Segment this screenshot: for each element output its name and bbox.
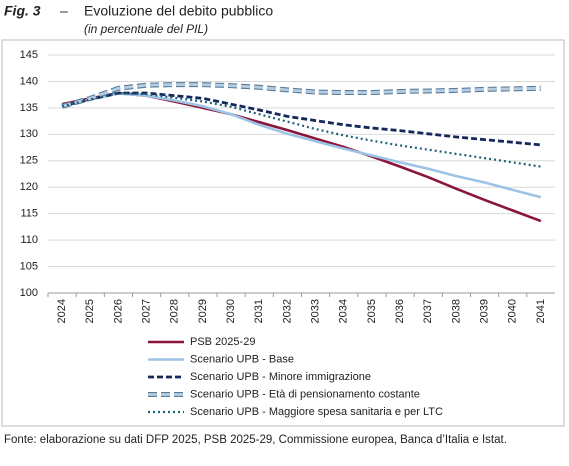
y-tick-label: 115	[20, 208, 38, 220]
x-tick-label: 2041	[535, 299, 547, 323]
x-tick-label: 2024	[56, 299, 68, 323]
y-tick-label: 110	[20, 234, 38, 246]
y-tick-label: 145	[20, 49, 38, 61]
source-note: Fonte: elaborazione su dati DFP 2025, PS…	[4, 434, 507, 446]
series-line-inner	[61, 83, 541, 108]
y-tick-label: 135	[20, 102, 38, 114]
chart-title: Evoluzione del debito pubblico	[84, 3, 273, 19]
x-tick-label: 2028	[169, 299, 181, 323]
series-line	[61, 92, 542, 199]
series-line	[61, 91, 542, 168]
x-tick-label: 2031	[253, 299, 265, 323]
y-tick-label: 100	[20, 287, 38, 299]
legend-label: Scenario UPB - Base	[190, 353, 294, 365]
legend-label: Scenario UPB - Maggiore spesa sanitaria …	[190, 406, 443, 418]
x-tick-label: 2029	[197, 299, 209, 323]
y-tick-label: 140	[20, 75, 38, 87]
x-tick-label: 2034	[338, 299, 350, 323]
separator: –	[60, 3, 68, 19]
x-tick-label: 2036	[394, 299, 406, 323]
x-tick-label: 2032	[281, 299, 293, 323]
x-tick-label: 2025	[84, 299, 96, 323]
series-line	[61, 91, 542, 223]
x-tick-label: 2026	[112, 299, 124, 323]
x-tick-label: 2037	[422, 299, 434, 323]
x-tick-label: 2040	[507, 299, 519, 323]
x-tick-label: 2038	[450, 299, 462, 323]
x-tick-label: 2035	[366, 299, 378, 323]
legend-label: Scenario UPB - Minore immigrazione	[190, 371, 371, 383]
legend-label: PSB 2025-29	[190, 336, 255, 348]
figure-label: Fig. 3	[4, 3, 41, 19]
x-tick-label: 2030	[225, 299, 237, 323]
y-tick-label: 120	[20, 181, 38, 193]
x-tick-label: 2027	[140, 299, 152, 323]
x-tick-label: 2033	[309, 299, 321, 323]
y-tick-label: 130	[20, 128, 38, 140]
x-tick-label: 2039	[478, 299, 490, 323]
chart-subtitle: (in percentuale del PIL)	[84, 22, 208, 36]
y-tick-label: 125	[20, 155, 38, 167]
legend-label: Scenario UPB - Età di pensionamento cost…	[190, 388, 420, 400]
chart-frame	[1, 39, 565, 427]
y-tick-label: 105	[20, 260, 38, 272]
